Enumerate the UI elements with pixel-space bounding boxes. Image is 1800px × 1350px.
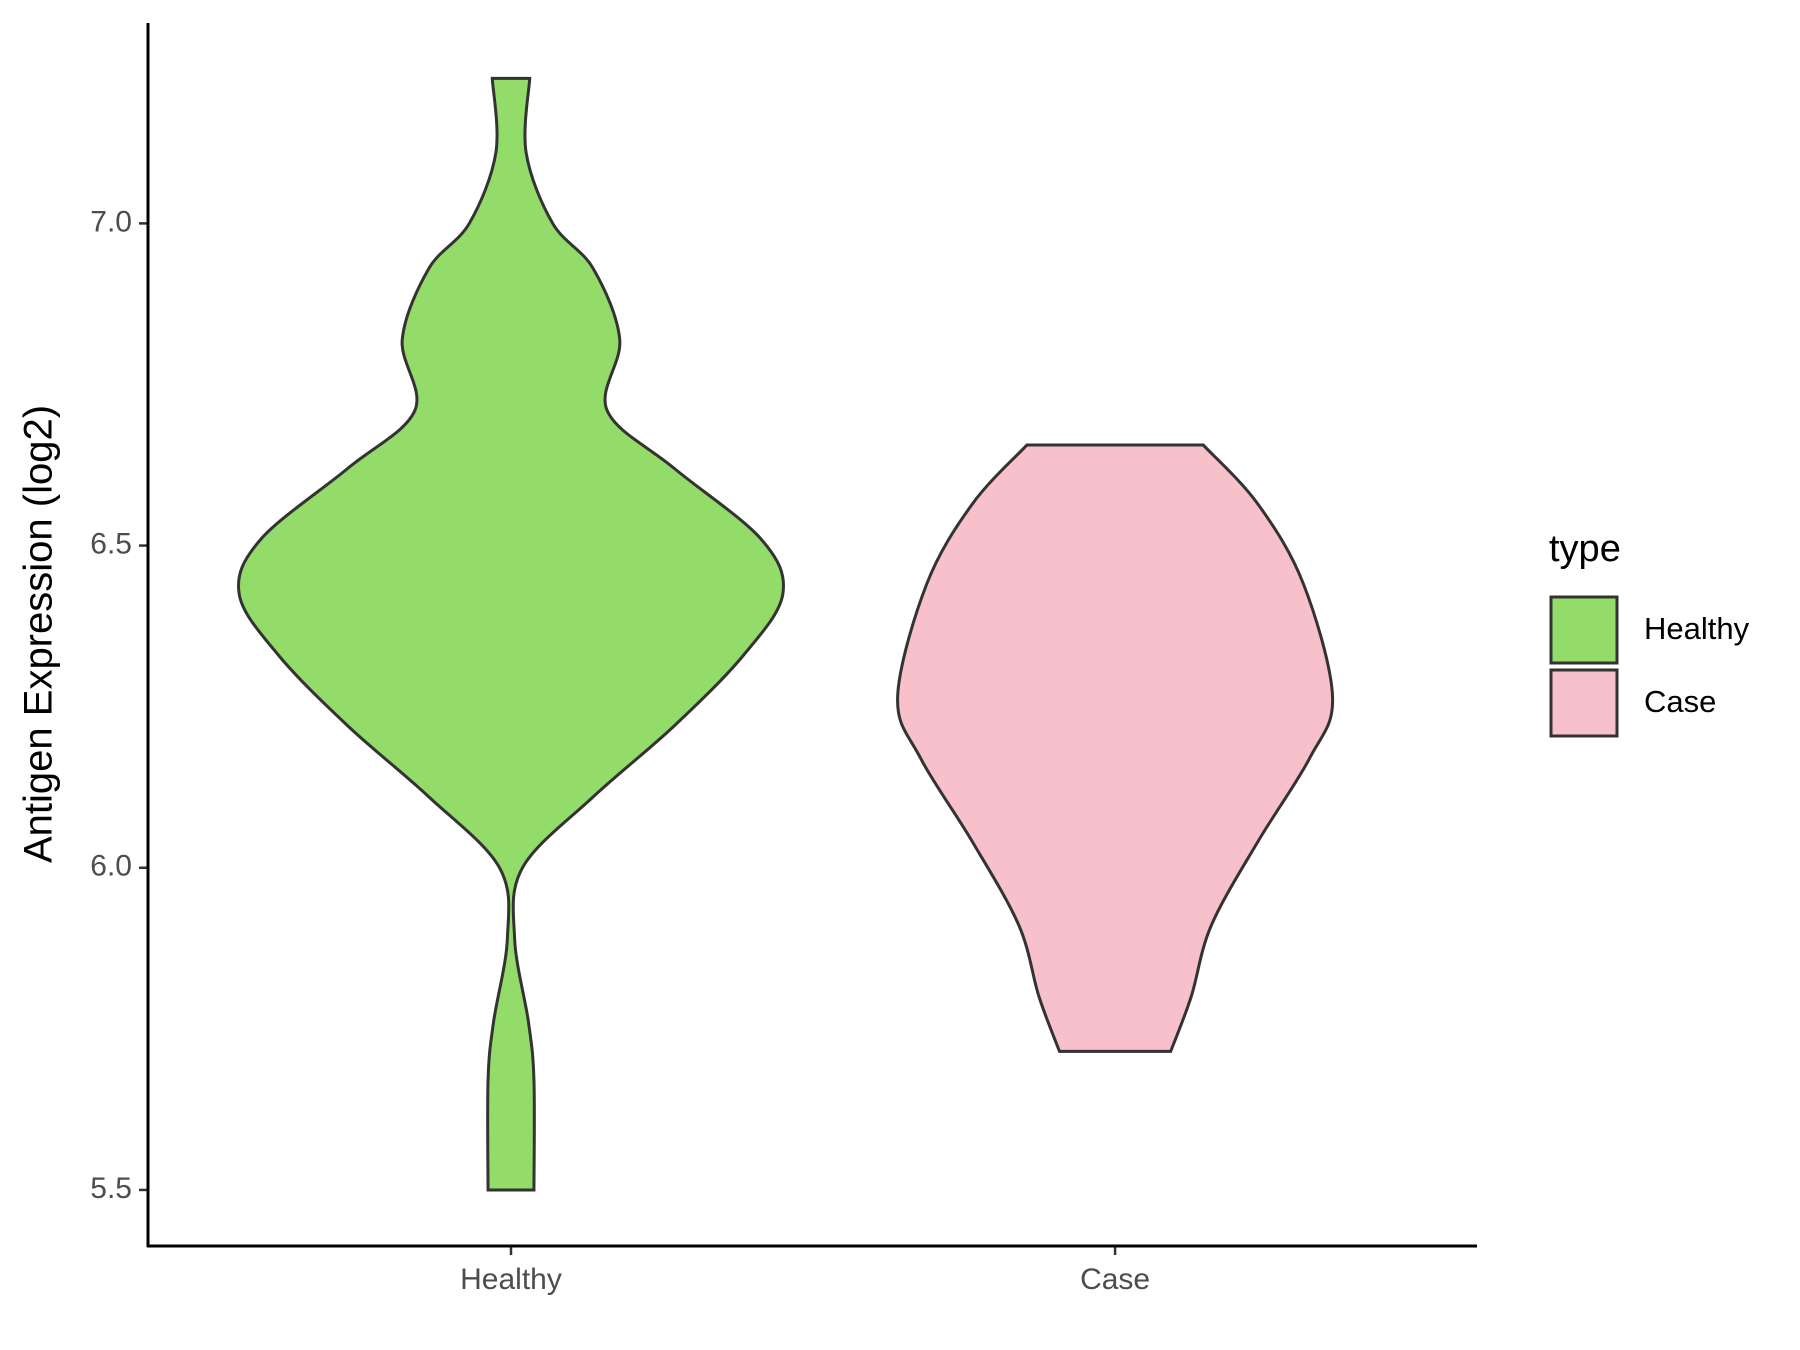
legend-title: type	[1549, 528, 1621, 570]
legend-key	[1549, 668, 1619, 738]
y-axis-title: Antigen Expression (log2)	[17, 405, 61, 863]
legend-label: Case	[1644, 684, 1716, 719]
x-tick-label: Healthy	[460, 1263, 562, 1296]
x-tick-label: Case	[1080, 1263, 1150, 1296]
y-tick-label: 6.5	[90, 527, 132, 560]
y-tick-label: 5.5	[90, 1172, 132, 1205]
legend-key	[1549, 595, 1619, 665]
legend-label: Healthy	[1644, 611, 1750, 646]
y-tick-label: 7.0	[90, 205, 132, 238]
y-tick-label: 6.0	[90, 850, 132, 883]
violin	[237, 76, 785, 1192]
violin	[896, 443, 1335, 1053]
